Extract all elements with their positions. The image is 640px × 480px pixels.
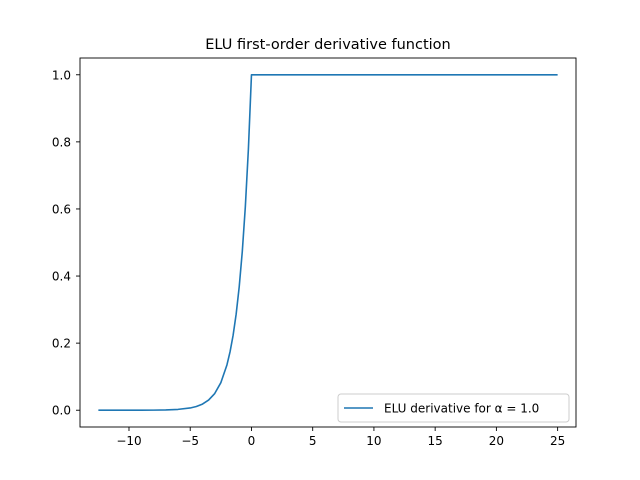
x-tick-label: 5 <box>309 434 317 448</box>
y-tick-label: 1.0 <box>52 68 71 82</box>
x-tick-label: −10 <box>116 434 141 448</box>
legend-box <box>337 393 570 423</box>
legend: ELU derivative for α = 1.0 <box>337 393 570 423</box>
y-tick-label: 0.4 <box>52 270 71 284</box>
y-axis-ticks: 0.0 0.2 0.4 0.6 0.8 1.0 <box>52 68 80 418</box>
legend-label: ELU derivative for α = 1.0 <box>384 402 539 416</box>
x-tick-label: 15 <box>428 434 443 448</box>
axes-frame <box>79 57 577 428</box>
x-tick-label: 25 <box>550 434 565 448</box>
y-tick-label: 0.0 <box>52 404 71 418</box>
plot-lines <box>98 73 558 412</box>
y-tick-label: 0.6 <box>52 202 71 216</box>
chart-title: ELU first-order derivative function <box>205 37 451 53</box>
x-tick-label: 10 <box>366 434 381 448</box>
series-line <box>98 73 558 412</box>
x-tick-label: −5 <box>181 434 199 448</box>
x-tick-label: 20 <box>489 434 504 448</box>
y-tick-label: 0.8 <box>52 135 71 149</box>
x-tick-label: 0 <box>248 434 256 448</box>
x-axis-ticks: −10 −5 0 5 10 15 20 25 <box>116 427 565 448</box>
y-tick-label: 0.2 <box>52 337 71 351</box>
